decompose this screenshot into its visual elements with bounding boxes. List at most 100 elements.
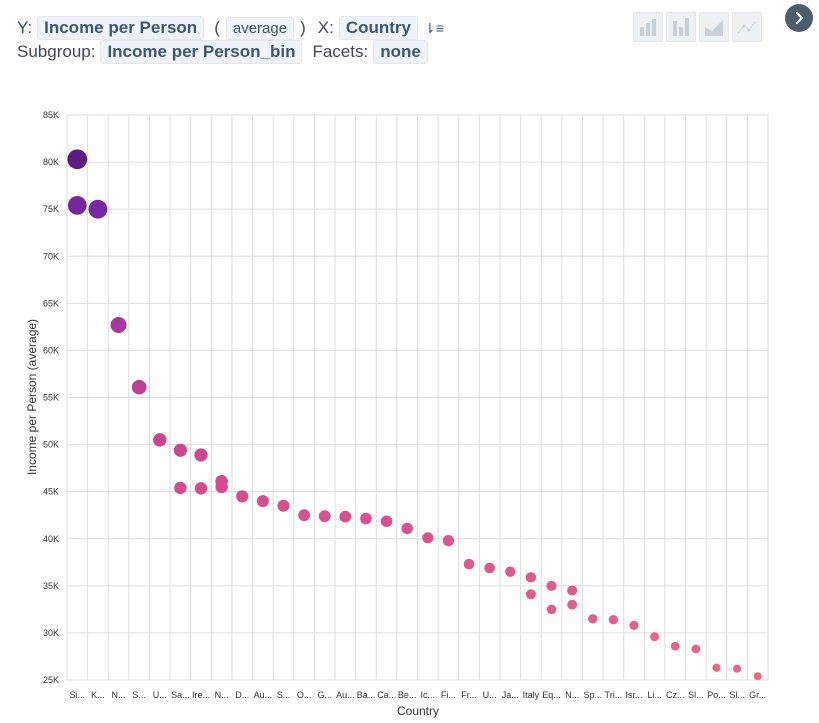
subgroup-field-pill[interactable]: Income per Person_bin (100, 40, 303, 64)
data-point[interactable] (546, 604, 557, 615)
data-point[interactable] (194, 448, 208, 462)
data-point[interactable] (567, 599, 578, 610)
facets-label: Facets: (312, 42, 369, 61)
data-point[interactable] (691, 644, 701, 654)
y-axis-title: Income per Person (average) (25, 319, 39, 475)
x-field-pill[interactable]: Country (338, 16, 418, 40)
column-chart-icon[interactable] (666, 12, 696, 42)
x-tick-label: O... (297, 690, 312, 700)
line-chart-icon[interactable] (732, 12, 762, 42)
data-point[interactable] (629, 620, 639, 630)
x-axis-ticks: Si... K... N... S... U... Sa... Ire... N... D...… (70, 690, 767, 700)
x-tick-label: Ba... (357, 690, 376, 700)
data-point[interactable] (339, 510, 352, 523)
y-tick-label: 45K (43, 487, 59, 497)
data-point[interactable] (277, 499, 290, 512)
data-point[interactable] (67, 149, 88, 170)
data-point[interactable] (215, 480, 228, 494)
data-points (67, 149, 762, 681)
x-tick-label: Ic... (421, 690, 436, 700)
data-point[interactable] (380, 515, 393, 528)
paren-close: ) (300, 18, 306, 37)
area-chart-icon[interactable] (699, 12, 729, 42)
x-tick-label: U... (483, 690, 497, 700)
y-tick-label: 55K (43, 393, 59, 403)
subgroup-label: Subgroup: (17, 42, 96, 61)
next-chevron-button[interactable] (785, 4, 813, 32)
data-point[interactable] (753, 672, 762, 681)
y-encoding-row: Y: Income per Person ( average ) X: Coun… (17, 16, 450, 40)
x-tick-label: Italy (523, 690, 540, 700)
data-point[interactable] (546, 580, 557, 591)
data-point[interactable] (153, 433, 167, 447)
x-tick-label: Ja... (502, 690, 519, 700)
data-point[interactable] (650, 632, 660, 642)
x-tick-label: Au... (254, 690, 273, 700)
y-tick-label: 40K (43, 534, 59, 544)
subgroup-row: Subgroup: Income per Person_bin Facets: … (17, 40, 436, 64)
y-tick-label: 70K (43, 251, 59, 261)
data-point[interactable] (505, 566, 516, 577)
data-point[interactable] (298, 509, 311, 522)
data-point[interactable] (484, 562, 495, 574)
x-tick-label: N... (112, 690, 126, 700)
data-point[interactable] (712, 663, 721, 672)
data-point[interactable] (67, 196, 87, 215)
y-tick-label: 30K (43, 628, 59, 638)
x-axis-title: Country (397, 704, 439, 718)
x-tick-label: N... (215, 690, 229, 700)
x-tick-label: S... (132, 690, 146, 700)
data-point[interactable] (88, 199, 108, 219)
y-tick-label: 35K (43, 581, 59, 591)
data-point[interactable] (525, 572, 537, 583)
x-tick-label: Eq... (542, 690, 561, 700)
chart-type-selector (633, 12, 762, 42)
x-tick-label: Sp... (583, 690, 602, 700)
data-point[interactable] (318, 510, 331, 523)
aggregate-pill[interactable]: average (225, 16, 295, 40)
data-point[interactable] (670, 641, 680, 651)
paren-open: ( (214, 18, 220, 37)
data-point[interactable] (131, 379, 147, 395)
y-field-pill[interactable]: Income per Person (37, 16, 205, 40)
grid (66, 114, 769, 681)
x-tick-label: Sa... (171, 690, 190, 700)
x-tick-label: Be... (398, 690, 417, 700)
x-tick-label: Au... (336, 690, 355, 700)
x-tick-label: Fi... (441, 690, 456, 700)
data-point[interactable] (173, 443, 187, 457)
x-tick-label: G... (317, 690, 332, 700)
data-point[interactable] (567, 585, 578, 596)
data-point[interactable] (174, 481, 187, 495)
x-tick-label: Ca... (377, 690, 396, 700)
data-point[interactable] (110, 316, 127, 333)
data-point[interactable] (608, 615, 619, 625)
sort-icon[interactable]: ⇂≡ (423, 19, 444, 36)
data-point[interactable] (442, 535, 455, 547)
x-tick-label: D... (235, 690, 249, 700)
y-tick-label: 50K (43, 440, 59, 450)
x-tick-label: Sl... (688, 690, 704, 700)
bar-chart-icon[interactable] (633, 12, 663, 42)
y-tick-label: 80K (43, 157, 59, 167)
x-tick-label: U... (153, 690, 167, 700)
x-tick-label: K... (91, 690, 105, 700)
data-point[interactable] (732, 664, 742, 673)
x-tick-label: Fr... (461, 690, 477, 700)
data-point[interactable] (401, 522, 413, 535)
data-point[interactable] (236, 490, 249, 503)
x-tick-label: Li... (647, 690, 662, 700)
x-tick-label: Cz... (666, 690, 685, 700)
data-point[interactable] (525, 589, 536, 600)
data-point[interactable] (422, 532, 434, 544)
data-point[interactable] (194, 482, 208, 495)
x-tick-label: Po... (707, 690, 726, 700)
data-point[interactable] (360, 512, 372, 525)
facets-pill[interactable]: none (373, 40, 428, 64)
data-point[interactable] (463, 558, 475, 570)
x-label: X: (317, 18, 334, 37)
data-point[interactable] (256, 495, 269, 508)
data-point[interactable] (588, 614, 598, 624)
x-tick-label: N... (565, 690, 579, 700)
